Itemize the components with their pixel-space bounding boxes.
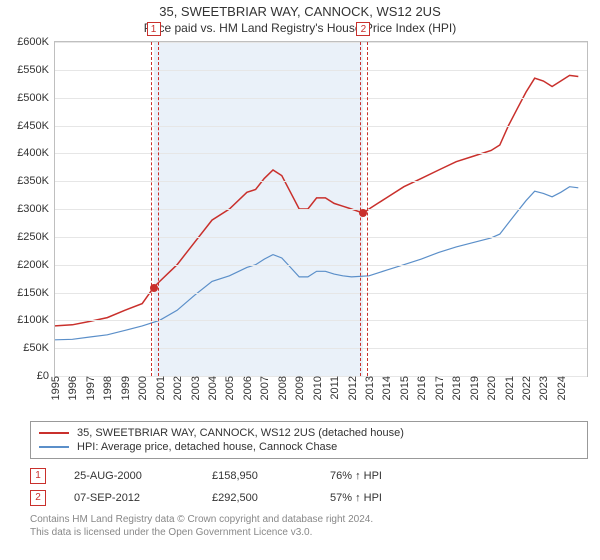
x-tick-label: 2019 [469, 376, 481, 404]
title-block: 35, SWEETBRIAR WAY, CANNOCK, WS12 2US Pr… [0, 0, 600, 37]
gridline-h [55, 293, 587, 294]
x-tick-label: 1998 [102, 376, 114, 404]
chart-container: 35, SWEETBRIAR WAY, CANNOCK, WS12 2US Pr… [0, 0, 600, 539]
gridline-h [55, 42, 587, 43]
sale-hpi-delta: 57% ↑ HPI [330, 492, 382, 504]
marker-label-box: 2 [356, 22, 370, 36]
gridline-h [55, 320, 587, 321]
series-line-price_paid [55, 75, 578, 326]
gridline-h [55, 126, 587, 127]
x-tick-label: 2009 [294, 376, 306, 404]
gridline-h [55, 348, 587, 349]
sale-date: 07-SEP-2012 [74, 492, 184, 504]
gridline-h [55, 237, 587, 238]
x-tick-label: 2016 [416, 376, 428, 404]
x-tick-label: 2020 [486, 376, 498, 404]
gridline-h [55, 209, 587, 210]
y-tick-label: £200K [17, 259, 55, 271]
x-tick-label: 2002 [172, 376, 184, 404]
footer-line-1: Contains HM Land Registry data © Crown c… [30, 513, 588, 526]
sale-hpi-delta: 76% ↑ HPI [330, 470, 382, 482]
x-tick-label: 2011 [329, 376, 341, 404]
sale-num-box: 2 [30, 490, 46, 506]
x-tick-label: 1999 [120, 376, 132, 404]
legend-box: 35, SWEETBRIAR WAY, CANNOCK, WS12 2US (d… [30, 421, 588, 459]
y-tick-label: £450K [17, 120, 55, 132]
sale-rows: 1 25-AUG-2000 £158,950 76% ↑ HPI 2 07-SEP-201… [30, 465, 588, 509]
x-tick-label: 2021 [504, 376, 516, 404]
y-tick-label: £600K [17, 36, 55, 48]
x-tick-label: 1996 [67, 376, 79, 404]
sale-price: £292,500 [212, 492, 302, 504]
x-tick-label: 2015 [399, 376, 411, 404]
legend-row: 35, SWEETBRIAR WAY, CANNOCK, WS12 2US (d… [39, 426, 579, 440]
gridline-h [55, 153, 587, 154]
x-tick-label: 2004 [207, 376, 219, 404]
y-tick-label: £550K [17, 64, 55, 76]
legend-swatch [39, 446, 69, 448]
sale-dot [150, 284, 158, 292]
x-tick-label: 2007 [259, 376, 271, 404]
x-tick-label: 2022 [521, 376, 533, 404]
footer-attribution: Contains HM Land Registry data © Crown c… [30, 513, 588, 539]
y-tick-label: £300K [17, 203, 55, 215]
x-tick-label: 1997 [85, 376, 97, 404]
x-tick-label: 2013 [364, 376, 376, 404]
sale-price: £158,950 [212, 470, 302, 482]
title-line-2: Price paid vs. HM Land Registry's House … [0, 21, 600, 35]
x-tick-label: 2018 [451, 376, 463, 404]
y-tick-label: £100K [17, 314, 55, 326]
y-tick-label: £50K [23, 342, 55, 354]
x-tick-label: 2024 [556, 376, 568, 404]
sale-dot [359, 209, 367, 217]
footer-line-2: This data is licensed under the Open Gov… [30, 526, 588, 539]
x-tick-label: 2008 [277, 376, 289, 404]
legend-label: 35, SWEETBRIAR WAY, CANNOCK, WS12 2US (d… [77, 427, 404, 439]
gridline-h [55, 181, 587, 182]
x-tick-label: 2005 [224, 376, 236, 404]
x-tick-label: 2012 [347, 376, 359, 404]
legend-label: HPI: Average price, detached house, Cann… [77, 441, 337, 453]
x-tick-label: 2017 [434, 376, 446, 404]
legend-swatch [39, 432, 69, 434]
gridline-h [55, 265, 587, 266]
sale-row: 1 25-AUG-2000 £158,950 76% ↑ HPI [30, 465, 588, 487]
y-tick-label: £250K [17, 231, 55, 243]
x-tick-label: 1995 [50, 376, 62, 404]
x-tick-label: 2003 [190, 376, 202, 404]
y-tick-label: £400K [17, 147, 55, 159]
gridline-h [55, 98, 587, 99]
y-tick-label: £150K [17, 287, 55, 299]
y-tick-label: £350K [17, 175, 55, 187]
x-tick-label: 2010 [312, 376, 324, 404]
x-tick-label: 2006 [242, 376, 254, 404]
x-tick-label: 2014 [381, 376, 393, 404]
sale-num-box: 1 [30, 468, 46, 484]
marker-label-box: 1 [147, 22, 161, 36]
y-tick-label: £500K [17, 92, 55, 104]
legend-row: HPI: Average price, detached house, Cann… [39, 440, 579, 454]
title-line-1: 35, SWEETBRIAR WAY, CANNOCK, WS12 2US [0, 4, 600, 19]
x-tick-label: 2001 [155, 376, 167, 404]
x-tick-label: 2000 [137, 376, 149, 404]
plot-area: £0£50K£100K£150K£200K£250K£300K£350K£400… [54, 41, 588, 377]
gridline-h [55, 70, 587, 71]
sale-row: 2 07-SEP-2012 £292,500 57% ↑ HPI [30, 487, 588, 509]
x-tick-label: 2023 [538, 376, 550, 404]
sale-date: 25-AUG-2000 [74, 470, 184, 482]
